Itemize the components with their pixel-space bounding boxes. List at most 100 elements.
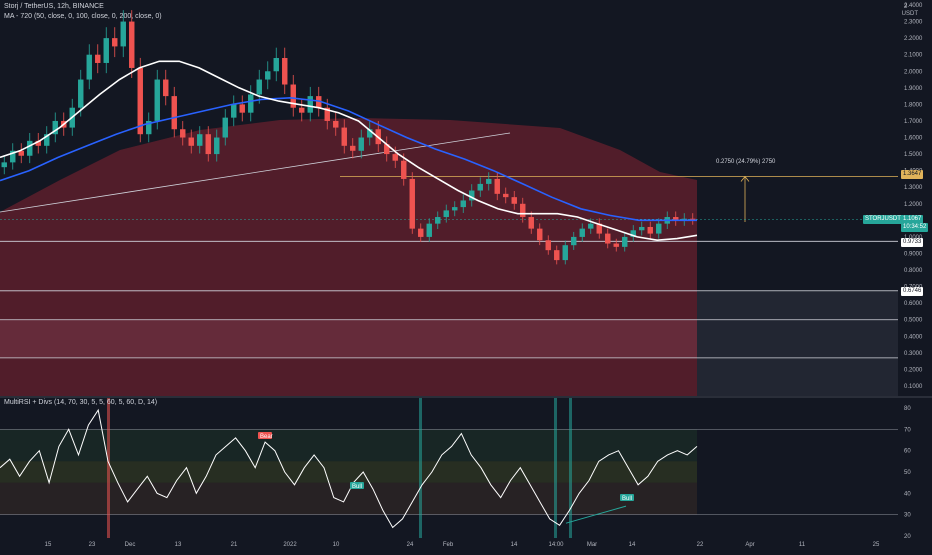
time-tick-label: Feb <box>443 542 454 548</box>
time-tick-label: 2022 <box>283 542 297 548</box>
candle-body <box>409 178 415 229</box>
time-tick-label: 22 <box>697 542 704 548</box>
rsi-tick-label: 60 <box>904 449 911 455</box>
time-tick-label: 10 <box>333 542 340 548</box>
bull-signal-tag-1-bg <box>350 482 364 489</box>
symbol-legend: Storj / TetherUS, 12h, BINANCE <box>4 3 104 10</box>
time-tick-label: 14:00 <box>548 542 564 548</box>
candle-body <box>18 150 24 156</box>
candle-body <box>27 140 33 156</box>
candle-body <box>52 120 58 135</box>
rsi-signal-bar-2 <box>554 398 557 538</box>
candle-body <box>613 243 619 247</box>
time-tick-label: 14 <box>511 542 518 548</box>
candle-body <box>384 144 390 155</box>
candle-body <box>520 203 526 218</box>
candle-body <box>486 178 492 184</box>
candle-body <box>86 54 92 80</box>
candle-body <box>95 54 101 63</box>
candle-body <box>647 226 653 234</box>
candle-body <box>103 38 109 63</box>
candle-body <box>435 217 441 224</box>
lower-zone-box <box>0 320 697 358</box>
candle-body <box>392 154 398 161</box>
candle-body <box>401 160 407 179</box>
time-tick-label: Apr <box>745 542 754 548</box>
price-tick-label: 2.1000 <box>904 53 923 59</box>
rsi-tick-label: 20 <box>904 534 911 540</box>
candle-body <box>503 193 509 198</box>
candle-body <box>112 38 118 47</box>
candle-body <box>673 217 679 221</box>
price-tick-label: 1.7000 <box>904 119 923 125</box>
rsi-divergence-line <box>565 505 627 524</box>
bear-signal-tag: Bear <box>260 434 273 440</box>
candle-body <box>307 96 313 113</box>
candle-body <box>78 79 84 108</box>
candle-body <box>35 140 41 146</box>
candle-body <box>171 96 177 130</box>
candle-body <box>197 134 203 146</box>
rsi-signal-bar-3 <box>569 398 572 538</box>
time-tick-label: Mar <box>587 542 597 548</box>
price-tick-label: 2.3000 <box>904 20 923 26</box>
pane-separator <box>0 396 932 398</box>
candle-body <box>231 104 237 118</box>
candle-body <box>528 217 534 229</box>
time-tick-label: 13 <box>175 542 182 548</box>
candle-body <box>545 240 551 251</box>
candle-body <box>239 104 245 113</box>
candle-body <box>324 107 330 121</box>
level-c-tag: 0.6746 <box>901 287 924 296</box>
candle-body <box>137 67 143 135</box>
rsi-signal-bar-0 <box>107 398 110 538</box>
rsi-tick-label: 80 <box>904 406 911 412</box>
candle-body <box>222 117 228 138</box>
candle-body <box>639 226 645 231</box>
price-tick-label: 2.2000 <box>904 36 923 42</box>
candle-body <box>205 134 211 155</box>
candle-body <box>605 233 611 244</box>
candle-body <box>426 223 432 237</box>
bull-signal-tag-2-bg <box>620 494 634 501</box>
candle-body <box>690 218 696 220</box>
time-tick-label: Dec <box>125 542 136 548</box>
candle-body <box>214 137 220 155</box>
measure-arrow-head <box>740 175 750 182</box>
candle-body <box>154 79 160 121</box>
candle-body <box>358 137 364 151</box>
candle-body <box>511 197 517 204</box>
candle-body <box>554 250 560 261</box>
level-a-tag: 1.3647 <box>901 170 924 179</box>
bull-signal-tag-1: Bull <box>352 484 362 490</box>
candle-body <box>443 210 449 218</box>
price-tick-label: 1.5000 <box>904 152 923 158</box>
candle-body <box>188 137 194 146</box>
rsi-band <box>0 429 697 515</box>
candle-body <box>265 71 271 80</box>
candle-body <box>273 58 279 72</box>
candle-body <box>44 134 50 146</box>
candle-body <box>630 230 636 237</box>
countdown-tag: 10:34:52 <box>901 223 929 232</box>
candle-body <box>333 120 339 128</box>
candle-body <box>622 236 628 247</box>
candle-body <box>469 190 475 201</box>
price-tick-label: 0.4000 <box>904 334 923 340</box>
price-top-tick: 2 <box>904 4 908 10</box>
candle-body <box>1 162 7 168</box>
rsi-line <box>0 408 698 529</box>
price-tick-label: 0.5000 <box>904 318 923 324</box>
candle-body <box>163 79 169 97</box>
currency-label: USDT <box>901 11 918 17</box>
candle-body <box>494 178 500 194</box>
candle-body <box>452 207 458 211</box>
candle-body <box>588 223 594 229</box>
price-tick-label: 2.4000 <box>904 3 923 9</box>
level-b-tag: 0.9733 <box>901 238 924 247</box>
price-tick-label: 0.8000 <box>904 268 923 274</box>
candle-body <box>562 245 568 261</box>
candle-body <box>418 228 424 237</box>
